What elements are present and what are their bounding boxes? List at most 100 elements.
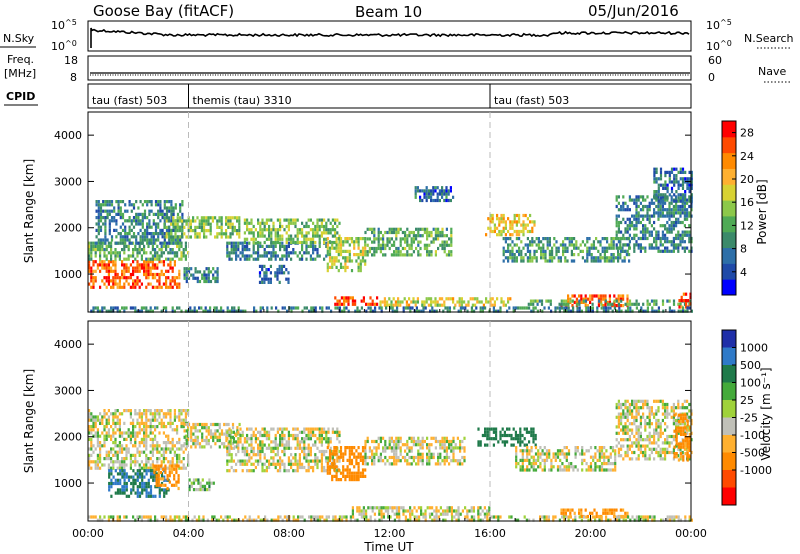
heatmap-cell <box>250 218 253 222</box>
heatmap-cell <box>538 299 541 303</box>
heatmap-cell <box>679 208 682 212</box>
heatmap-cell <box>626 217 629 221</box>
heatmap-cell <box>290 251 293 255</box>
heatmap-cell <box>661 230 664 234</box>
heatmap-cell <box>426 234 429 238</box>
heatmap-cell <box>165 285 168 289</box>
heatmap-cell <box>626 236 629 241</box>
heatmap-cell <box>497 309 500 313</box>
heatmap-cell <box>357 468 360 472</box>
heatmap-cell <box>94 248 97 252</box>
heatmap-cell <box>125 266 128 270</box>
heatmap-cell <box>124 225 127 229</box>
heatmap-cell <box>290 433 293 438</box>
heatmap-cell <box>533 220 536 224</box>
heatmap-cell <box>624 309 627 313</box>
heatmap-cell <box>410 237 413 241</box>
heatmap-cell <box>106 209 109 213</box>
heatmap-cell <box>617 237 620 241</box>
heatmap-cell <box>540 246 543 250</box>
heatmap-cell <box>551 249 554 253</box>
heatmap-cell <box>226 437 229 441</box>
heatmap-cell <box>386 300 389 304</box>
heatmap-cell <box>628 220 631 225</box>
heatmap-cell <box>417 439 420 444</box>
heatmap-cell <box>375 446 378 450</box>
heatmap-cell <box>165 412 168 416</box>
heatmap-cell <box>143 450 146 454</box>
heatmap-cell <box>621 237 624 241</box>
heatmap-cell <box>338 234 341 238</box>
heatmap-cell <box>259 443 262 447</box>
heatmap-cell <box>622 208 625 212</box>
heatmap-cell <box>145 309 148 313</box>
heatmap-cell <box>657 211 660 215</box>
heatmap-cell <box>430 436 433 440</box>
heatmap-cell <box>156 457 159 461</box>
heatmap-cell <box>326 246 329 250</box>
heatmap-cell <box>686 211 689 215</box>
heatmap-cell <box>434 303 437 307</box>
heatmap-cell <box>318 240 321 245</box>
heatmap-cell <box>366 462 369 466</box>
heatmap-cell <box>199 481 202 485</box>
heatmap-cell <box>672 214 675 218</box>
heatmap-cell <box>495 430 498 434</box>
heatmap-cell <box>668 180 671 184</box>
heatmap-cell <box>441 240 444 244</box>
heatmap-cell <box>149 409 152 413</box>
heatmap-cell <box>244 309 247 313</box>
heatmap-cell <box>151 447 154 451</box>
heatmap-cell <box>298 446 301 450</box>
heatmap-cell <box>659 177 663 181</box>
heatmap-cell <box>296 446 299 450</box>
heatmap-cell <box>261 443 264 447</box>
heatmap-cell <box>148 241 151 245</box>
heatmap-cell <box>110 460 113 464</box>
heatmap-cell <box>452 300 455 304</box>
heatmap-cell <box>261 268 264 272</box>
heatmap-cell <box>378 509 381 513</box>
heatmap-cell <box>456 459 459 463</box>
heatmap-cell <box>220 219 223 223</box>
heatmap-cell <box>296 218 299 222</box>
heatmap-cell <box>604 297 607 301</box>
heatmap-cell <box>327 306 330 310</box>
heatmap-cell <box>443 462 446 466</box>
heatmap-cell <box>235 309 238 313</box>
heatmap-cell <box>113 216 116 220</box>
heatmap-cell <box>203 216 206 220</box>
heatmap-cell <box>292 456 295 460</box>
heatmap-cell <box>104 209 107 213</box>
heatmap-cell <box>415 246 418 251</box>
heatmap-cell <box>399 446 402 450</box>
heatmap-cell <box>592 243 595 247</box>
heatmap-cell <box>318 449 321 454</box>
heatmap-cell <box>397 246 400 251</box>
heatmap-cell <box>103 263 106 267</box>
heatmap-cell <box>165 276 168 280</box>
heatmap-cell <box>617 256 620 260</box>
heatmap-cell <box>524 253 527 257</box>
heatmap-cell <box>132 279 135 283</box>
heatmap-cell <box>243 244 246 248</box>
heatmap-cell <box>448 306 451 310</box>
heatmap-cell <box>168 206 171 210</box>
heatmap-cell <box>419 452 422 456</box>
heatmap-cell <box>154 200 158 204</box>
heatmap-cell <box>101 260 104 264</box>
heatmap-cell <box>427 192 430 196</box>
heatmap-cell <box>457 512 460 516</box>
heatmap-cell <box>116 285 119 289</box>
heatmap-cell <box>325 237 328 241</box>
heatmap-cell <box>281 234 284 238</box>
heatmap-cell <box>331 465 334 469</box>
heatmap-cell <box>132 216 136 220</box>
heatmap-cell <box>132 285 135 289</box>
heatmap-cell <box>206 488 209 492</box>
heatmap-cell <box>432 436 435 440</box>
heatmap-cell <box>314 433 317 438</box>
heatmap-cell <box>314 427 317 431</box>
heatmap-cell <box>447 192 450 196</box>
heatmap-cell <box>301 248 304 252</box>
